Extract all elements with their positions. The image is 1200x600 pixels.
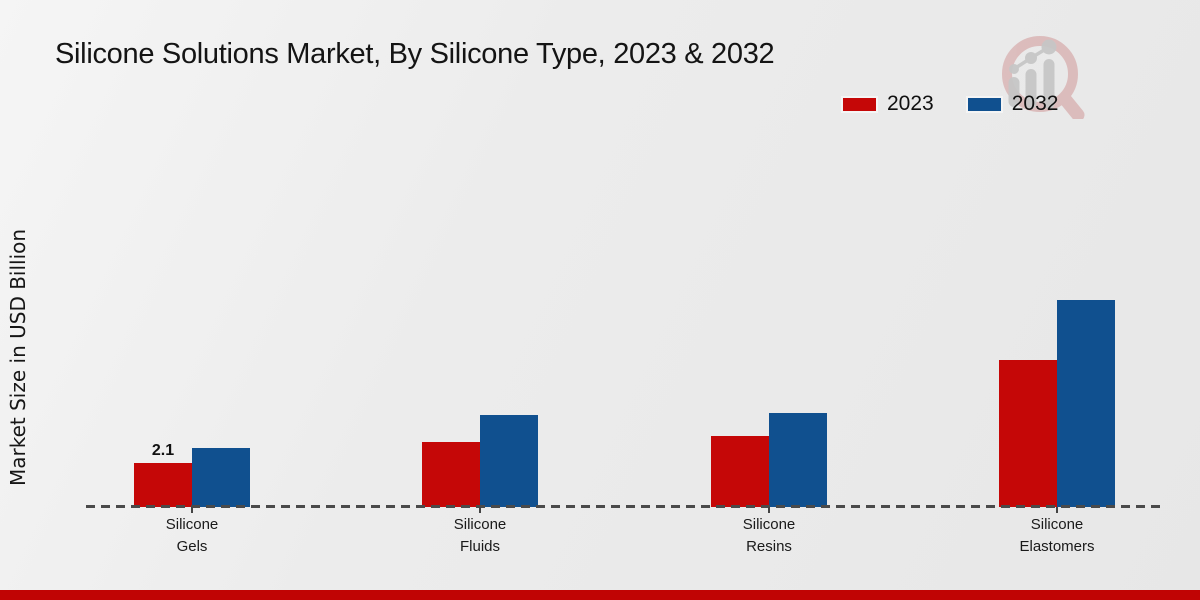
category-label-silicone-elastomers: Silicone Elastomers bbox=[1019, 516, 1095, 555]
x-axis-tick bbox=[1056, 507, 1058, 513]
legend-swatch-2023 bbox=[843, 97, 876, 111]
bar-2023-silicone-gels bbox=[134, 463, 192, 507]
legend-label-2032: 2032 bbox=[1011, 92, 1059, 115]
legend-item-2032: 2032 bbox=[967, 92, 1059, 116]
category-label-silicone-fluids: Silicone Fluids bbox=[453, 516, 507, 555]
bar-2023-silicone-resins bbox=[711, 436, 769, 507]
legend-swatch-2032 bbox=[967, 97, 1001, 111]
x-axis-tick bbox=[479, 507, 481, 513]
legend: 2023 2032 bbox=[843, 92, 1058, 116]
x-axis-tick bbox=[768, 507, 770, 513]
bar-2023-silicone-fluids bbox=[422, 442, 480, 507]
footer-accent-bar bbox=[0, 590, 1200, 600]
category-label-silicone-resins: Silicone Resins bbox=[742, 516, 796, 555]
bar-2023-silicone-elastomers bbox=[999, 360, 1057, 507]
bar-2032-silicone-elastomers bbox=[1057, 300, 1115, 507]
legend-label-2023: 2023 bbox=[887, 92, 934, 115]
magnifier-bar-chart-watermark-icon bbox=[1002, 36, 1085, 119]
bar-2032-silicone-resins bbox=[769, 413, 827, 507]
legend-item-2023: 2023 bbox=[843, 92, 934, 116]
bar-2032-silicone-gels bbox=[192, 448, 250, 507]
x-axis-tick bbox=[191, 507, 193, 513]
bar-2032-silicone-fluids bbox=[480, 415, 538, 507]
x-axis-baseline bbox=[86, 505, 1163, 508]
category-label-silicone-gels: Silicone Gels bbox=[165, 516, 219, 555]
bar-value-label: 2.1 bbox=[151, 442, 175, 459]
chart-title: Silicone Solutions Market, By Silicone T… bbox=[55, 38, 775, 70]
